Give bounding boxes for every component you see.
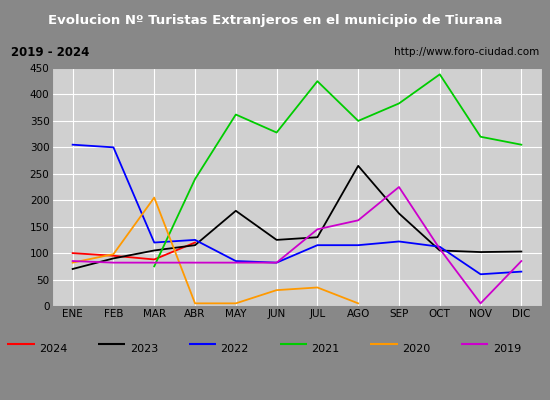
Text: Evolucion Nº Turistas Extranjeros en el municipio de Tiurana: Evolucion Nº Turistas Extranjeros en el … bbox=[48, 14, 502, 27]
Text: 2021: 2021 bbox=[311, 344, 339, 354]
Text: 2024: 2024 bbox=[39, 344, 68, 354]
Text: 2019 - 2024: 2019 - 2024 bbox=[11, 46, 89, 58]
Text: 2022: 2022 bbox=[221, 344, 249, 354]
Text: 2023: 2023 bbox=[130, 344, 158, 354]
Text: 2019: 2019 bbox=[493, 344, 521, 354]
Text: 2020: 2020 bbox=[402, 344, 430, 354]
Text: http://www.foro-ciudad.com: http://www.foro-ciudad.com bbox=[394, 47, 539, 57]
